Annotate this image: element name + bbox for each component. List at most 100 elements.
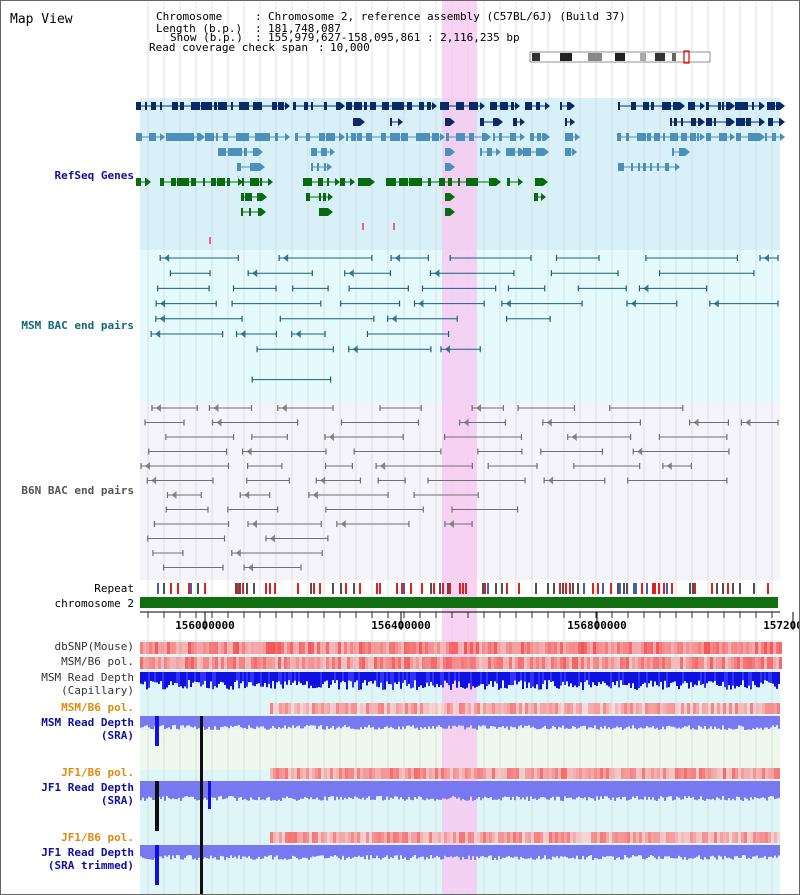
msm-b6-pol2-cell bbox=[483, 703, 486, 714]
jf1-depth-trim-bar bbox=[286, 845, 288, 860]
msm-depth-sra-bar bbox=[182, 716, 184, 726]
msm-b6-pol2-cell bbox=[351, 703, 354, 714]
msm-depth-cap-bar bbox=[204, 672, 206, 681]
msm-depth-cap-bar bbox=[728, 672, 730, 686]
jf1-b6-pol-cell bbox=[366, 768, 369, 779]
jf1-depth-trim-bar bbox=[618, 845, 620, 858]
refseq-gene-exon bbox=[542, 133, 545, 141]
refseq-gene-exon bbox=[650, 163, 652, 171]
jf1-depth-sra-bar bbox=[566, 781, 568, 798]
refseq-gene-exon bbox=[681, 118, 683, 126]
jf1-b6-pol2-cell bbox=[330, 832, 333, 843]
jf1-b6-pol-cell bbox=[588, 768, 591, 779]
msm-bac-pair-arrow bbox=[155, 330, 161, 338]
msm-b6-pol-cell bbox=[617, 657, 620, 669]
repeat-element bbox=[484, 583, 486, 594]
jf1-b6-pol2-cell bbox=[441, 832, 444, 843]
jf1-b6-pol2-cell bbox=[630, 832, 633, 843]
jf1-depth-trim-bar bbox=[436, 845, 438, 856]
msm-depth-cap-bar bbox=[752, 672, 754, 682]
msm-depth-sra-bar bbox=[560, 716, 562, 728]
dbsnp-cell bbox=[518, 642, 521, 654]
jf1-b6-pol-cell bbox=[342, 768, 345, 779]
refseq-gene-exon bbox=[259, 133, 268, 141]
jf1-b6-pol-cell bbox=[672, 768, 675, 779]
msm-depth-cap-bar bbox=[472, 672, 474, 687]
refseq-gene-exon bbox=[772, 102, 775, 110]
msm-b6-pol-cell bbox=[365, 657, 368, 669]
jf1-depth-sra-bar bbox=[272, 781, 274, 801]
msm-depth-sra-bar bbox=[390, 716, 392, 727]
jf1-b6-pol-cell bbox=[414, 768, 417, 779]
jf1-b6-pol-cell bbox=[447, 768, 450, 779]
refseq-gene-exon bbox=[466, 178, 471, 186]
track-label-refseq[interactable]: RefSeq Genes bbox=[55, 169, 134, 182]
chromosome-ideogram[interactable] bbox=[529, 50, 711, 64]
msm-depth-sra-bar bbox=[686, 716, 688, 727]
dbsnp-cell bbox=[290, 642, 293, 654]
msm-bac-pair-arrow bbox=[352, 345, 358, 354]
refseq-gene-exon bbox=[311, 102, 313, 110]
msm-depth-sra-bar bbox=[454, 716, 456, 726]
msm-depth-sra-bar bbox=[206, 716, 208, 729]
msm-b6-pol2-cell bbox=[354, 703, 357, 714]
msm-b6-pol-cell bbox=[320, 657, 323, 669]
msm-depth-sra-bar bbox=[396, 716, 398, 730]
jf1-b6-pol2-cell bbox=[516, 832, 519, 843]
repeat-element bbox=[396, 583, 398, 594]
refseq-gene-exon bbox=[759, 133, 760, 141]
msm-b6-pol2-cell bbox=[603, 703, 606, 714]
msm-b6-pol-cell bbox=[347, 657, 350, 669]
msm-depth-sra-bar bbox=[620, 716, 622, 728]
msm-depth-cap-bar bbox=[626, 672, 628, 686]
msm-depth-cap-bar bbox=[278, 672, 280, 682]
msm-depth-sra-bar bbox=[570, 716, 572, 729]
msm-b6-pol2-cell bbox=[396, 703, 399, 714]
refseq-gene-exon bbox=[480, 118, 484, 126]
msm-depth-cap-bar bbox=[734, 672, 736, 689]
msm-b6-pol-cell bbox=[332, 657, 335, 669]
msm-b6-pol-cell bbox=[692, 657, 695, 669]
track-label-msm-bac[interactable]: MSM BAC end pairs bbox=[21, 319, 134, 332]
msm-depth-sra-bar bbox=[210, 716, 212, 730]
jf1-depth-sra-bar bbox=[506, 781, 508, 797]
msm-depth-cap-bar bbox=[682, 672, 684, 684]
track-label-msm-depth-cap: MSM Read Depth bbox=[41, 671, 134, 684]
msm-depth-sra-bar bbox=[222, 716, 224, 727]
repeat-element bbox=[465, 583, 467, 594]
msm-depth-cap-bar bbox=[308, 672, 310, 689]
refseq-gene-exon bbox=[254, 178, 259, 186]
msm-bac-pair-arrow bbox=[348, 269, 354, 278]
jf1-b6-pol2-cell bbox=[309, 832, 312, 843]
jf1-depth-sra-bar bbox=[746, 781, 748, 799]
jf1-depth-trim-bar bbox=[646, 845, 648, 859]
msm-depth-sra-bar bbox=[760, 716, 762, 728]
msm-depth-sra-bar bbox=[420, 716, 422, 728]
msm-b6-pol-cell bbox=[245, 657, 248, 669]
refseq-gene-exon bbox=[339, 133, 340, 141]
msm-depth-cap-bar bbox=[396, 672, 398, 685]
dbsnp-cell bbox=[188, 642, 191, 654]
jf1-b6-pol2-cell bbox=[678, 832, 681, 843]
refseq-gene-strand-arrow bbox=[450, 148, 455, 156]
msm-b6-pol2-cell bbox=[672, 703, 675, 714]
repeat-element bbox=[410, 583, 412, 594]
refseq-gene-exon bbox=[445, 148, 450, 156]
jf1-depth-trim-bar bbox=[272, 845, 274, 860]
repeat-element bbox=[190, 583, 192, 594]
msm-depth-cap-bar bbox=[616, 672, 618, 682]
msm-depth-sra-bar bbox=[572, 716, 574, 726]
jf1-depth-sra-bar bbox=[618, 781, 620, 797]
msm-b6-pol2-cell bbox=[546, 703, 549, 714]
jf1-depth-sra-bar bbox=[634, 781, 636, 799]
track-label-b6n-bac[interactable]: B6N BAC end pairs bbox=[21, 484, 134, 497]
jf1-depth-sra-bar bbox=[454, 781, 456, 797]
jf1-b6-pol2-cell bbox=[339, 832, 342, 843]
refseq-gene-strand-arrow bbox=[518, 178, 523, 186]
msm-b6-pol-cell bbox=[167, 657, 170, 669]
msm-depth-sra-bar bbox=[144, 716, 146, 726]
refseq-gene-exon bbox=[145, 102, 147, 110]
refseq-gene-exon bbox=[445, 208, 450, 216]
refseq-gene-strand-arrow bbox=[675, 163, 680, 171]
jf1-b6-pol-cell bbox=[606, 768, 609, 779]
